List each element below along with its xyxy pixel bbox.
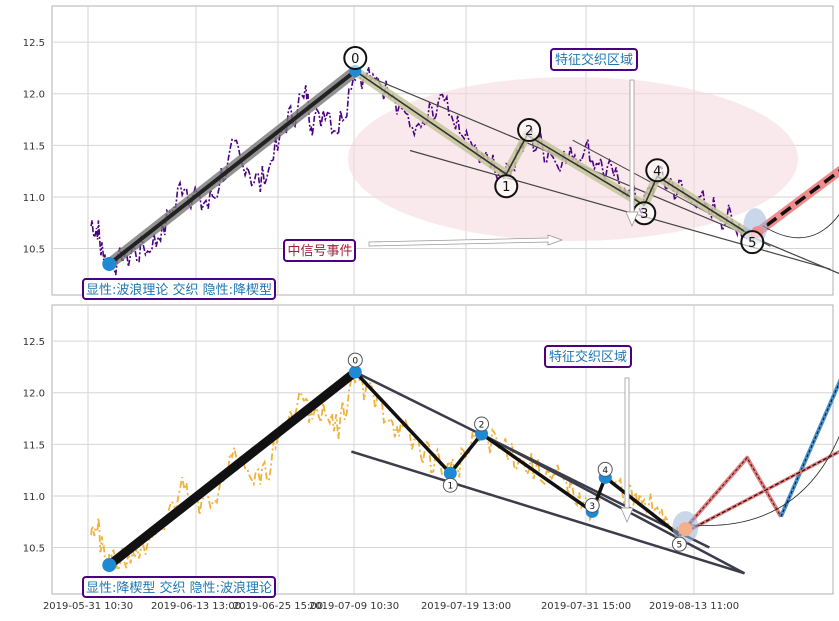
bottom-wave-label: 1 [447,482,453,492]
top-event-arrow [368,234,564,247]
top-title-text: 显性:波浪理论 交织 隐性:降楔型 [86,282,272,298]
bottom-zone-label: 特征交织区域 [544,345,632,368]
x-tick-label: 2019-07-31 15:00 [541,601,631,612]
top-wave-label-circle [343,46,368,71]
top-panel: 10.5 11.0 11.5 12.0 12.5 0 1 2 3 4 5 特征交织区域 中信号事件… [23,5,839,300]
top-event-label: 中信号事件 [283,239,356,262]
bottom-zone-arrow [620,377,634,524]
bottom-wave-label: 3 [589,502,595,512]
top-projection-dashed [751,169,839,238]
top-wave-label-circle [517,118,542,143]
bottom-wave-label: 0 [352,357,358,367]
bottom-zone-label-text: 特征交织区域 [549,349,627,365]
y-tick-label: 10.5 [23,245,45,256]
bottom-panel: 10.5 11.0 11.5 12.0 12.5 0 1 2 3 4 5 特征交织区域 显性:降楔… [23,304,839,598]
top-title-box: 显性:波浪理论 交织 隐性:降楔型 [82,278,276,300]
bottom-y-ticks: 10.5 11.0 11.5 12.0 12.5 [23,337,45,554]
top-zone-label-text: 特征交织区域 [555,52,633,68]
x-tick-label: 2019-05-31 10:30 [43,601,133,612]
bottom-wave-label: 4 [602,466,608,476]
top-wave-label-circle [494,174,519,199]
y-tick-label: 11.5 [23,141,45,152]
top-event-label-text: 中信号事件 [287,244,352,259]
bottom-wave-dot [348,365,362,379]
top-start-dot [102,257,117,272]
bottom-wave-label: 2 [479,421,485,431]
bottom-wave-label-circle [584,497,600,513]
x-tick-label: 2019-07-09 10:30 [309,601,399,612]
bottom-impulse-line [104,367,360,570]
top-impulse-line [107,69,358,267]
bottom-wedge-lower-line [351,450,745,575]
bottom-wave-label-circle [671,536,687,552]
top-wedge-upper-line [355,70,839,275]
bottom-projection-blue-core [780,382,839,517]
bottom-wave-label: 5 [677,541,683,551]
x-tick-label: 2019-06-25 15:00 [233,601,323,612]
bottom-projection-red-core [679,456,782,536]
bottom-projection-dashed [679,451,839,536]
x-tick-label: 2019-08-13 11:00 [649,601,739,612]
top-content: 0 1 2 3 4 5 [90,46,839,276]
bottom-start-dot [102,558,117,573]
y-tick-label: 12.5 [23,337,45,348]
top-wave-label: 3 [640,207,648,222]
top-wave-label-circle [645,158,670,183]
y-tick-label: 12.0 [23,389,45,400]
top-wave-label: 4 [653,164,661,179]
y-tick-label: 12.5 [23,38,45,49]
x-tick-label: 2019-06-13 13:00 [151,601,241,612]
bottom-wave-label-circle [597,461,613,477]
bottom-title-box: 显性:降楔型 交织 隐性:波浪理论 [82,576,276,598]
bottom-price-line [90,365,681,573]
y-tick-label: 10.5 [23,544,45,555]
y-tick-label: 12.0 [23,90,45,101]
top-wave-label-circle [740,230,765,255]
bottom-title-text: 显性:降楔型 交织 隐性:波浪理论 [86,580,272,596]
top-projection-arc [762,213,839,239]
bottom-projection-arc [689,435,839,526]
bottom-wave5-marker [678,522,693,537]
top-zone-arrow [625,79,639,228]
y-tick-label: 11.0 [23,492,45,503]
top-wave-label: 2 [525,124,533,139]
top-y-ticks: 10.5 11.0 11.5 12.0 12.5 [23,38,45,255]
bottom-wave-line [354,370,681,537]
top-zone-label: 特征交织区域 [550,48,638,71]
bottom-wave-dot [443,466,457,480]
bottom-plot-area [51,304,834,595]
x-axis-ticks: 2019-05-31 10:30 2019-06-13 13:002019-06-… [43,601,739,612]
x-tick-label: 2019-07-19 13:00 [421,601,511,612]
y-tick-label: 11.0 [23,193,45,204]
y-tick-label: 11.5 [23,440,45,451]
top-wave-line [354,70,753,237]
bottom-grid [52,305,833,594]
top-wave-label: 5 [748,236,756,251]
bottom-content: 0 1 2 3 4 5 [90,352,839,575]
top-wave-label: 0 [351,52,359,67]
top-wave-label: 1 [502,180,510,195]
bottom-wave-label-circle [442,477,458,493]
bottom-wave-label-circle [347,352,363,368]
bottom-wave-label-circle [474,416,490,432]
bottom-wedge-inner-line [480,432,746,575]
